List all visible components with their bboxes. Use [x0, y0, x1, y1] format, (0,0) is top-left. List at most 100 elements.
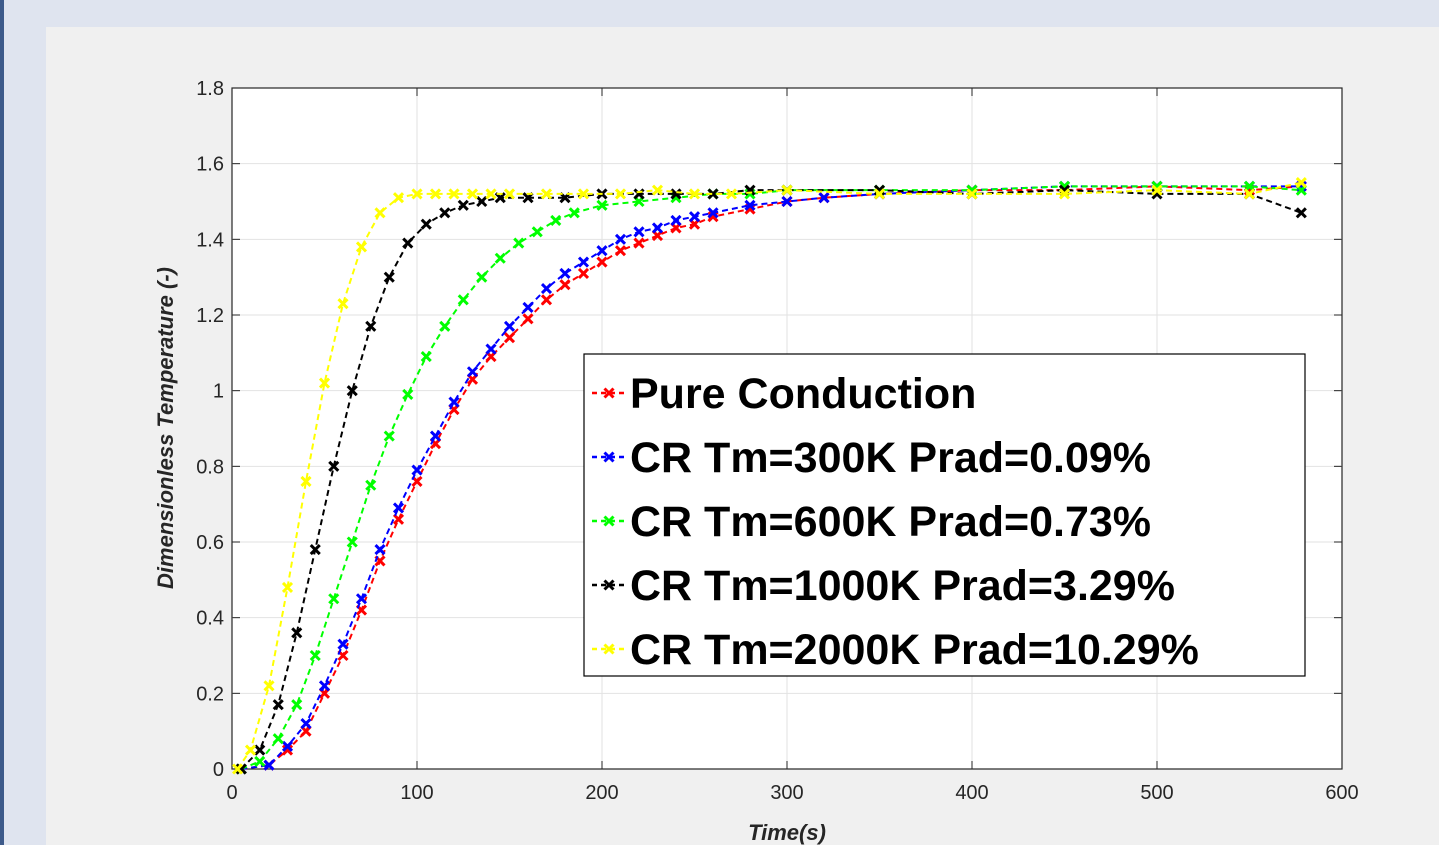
data-point	[513, 237, 525, 249]
data-point	[577, 188, 590, 200]
data-point	[466, 366, 479, 378]
data-point	[254, 755, 266, 767]
figure-canvas: 0 100 200 300 400 500 600 0 0.2 0.4 0.6 0.8 1 1.2 1.4 1…	[46, 27, 1439, 845]
data-point	[1295, 177, 1307, 189]
y-axis-label: Dimensionless Temperature (-)	[153, 267, 178, 589]
legend-marker	[603, 515, 615, 527]
data-point	[272, 699, 284, 711]
data-point	[420, 218, 432, 230]
data-point	[781, 195, 793, 208]
data-point	[281, 744, 294, 756]
data-point	[614, 245, 627, 257]
data-point	[1243, 188, 1256, 200]
data-point	[577, 256, 590, 268]
data-point	[429, 188, 442, 200]
data-point	[235, 763, 247, 775]
data-point	[707, 207, 719, 219]
data-series	[231, 177, 1307, 775]
data-point	[346, 385, 358, 397]
y-tick-label: 1	[213, 381, 224, 403]
legend-box	[583, 353, 1306, 677]
data-point	[540, 188, 553, 200]
legend-label: CR Tm=2000K Prad=10.29%	[630, 626, 1199, 674]
y-tick-label: 0.8	[196, 456, 224, 478]
data-point	[281, 581, 294, 593]
window-border	[0, 0, 4, 845]
data-point	[231, 763, 244, 775]
data-point	[291, 699, 303, 711]
data-point	[263, 680, 275, 692]
data-point	[420, 351, 432, 363]
y-tick-label: 0	[213, 759, 224, 781]
data-point	[531, 226, 543, 238]
data-point	[596, 199, 608, 211]
legend-marker	[603, 387, 615, 399]
data-point	[392, 513, 405, 525]
data-point	[725, 188, 738, 200]
data-point	[744, 199, 756, 211]
data-point	[254, 744, 266, 756]
legend-marker	[603, 643, 615, 655]
data-point	[448, 188, 460, 200]
data-point	[818, 192, 830, 204]
legend-marker	[603, 579, 615, 591]
data-point	[503, 320, 516, 332]
data-point	[707, 211, 719, 223]
data-point	[337, 638, 349, 650]
x-tick-label: 300	[770, 782, 803, 804]
data-point	[781, 184, 793, 196]
data-point	[485, 188, 497, 200]
x-tick-label: 600	[1325, 782, 1358, 804]
data-point	[457, 294, 469, 306]
y-tick-label: 0.4	[196, 608, 224, 630]
data-point	[466, 188, 479, 200]
data-point	[670, 214, 682, 226]
data-point	[707, 188, 719, 200]
legend-label: CR Tm=1000K Prad=3.29%	[630, 562, 1175, 610]
data-point	[328, 593, 340, 605]
data-point	[966, 188, 978, 200]
data-point	[522, 313, 534, 325]
series-line	[241, 185, 1302, 770]
y-tick-label: 0.2	[196, 683, 224, 705]
data-point	[1058, 188, 1071, 200]
data-point	[540, 294, 553, 306]
data-point	[383, 271, 395, 283]
data-point	[503, 332, 516, 344]
data-point	[365, 320, 377, 332]
data-point	[300, 718, 312, 730]
data-point	[355, 241, 368, 253]
data-point	[309, 649, 321, 662]
data-point	[485, 343, 497, 355]
data-point	[1151, 184, 1163, 196]
data-point	[328, 460, 340, 472]
data-point	[392, 502, 405, 514]
x-tick-label: 100	[400, 782, 433, 804]
legend-label: Pure Conduction	[630, 370, 976, 418]
x-tick-label: 0	[226, 782, 237, 804]
legend-marker	[603, 451, 615, 463]
data-point	[596, 245, 608, 257]
data-point	[596, 256, 608, 268]
y-tick-label: 1.8	[196, 78, 224, 100]
data-point	[476, 195, 488, 208]
data-point	[522, 301, 534, 313]
x-axis-label: Time(s)	[748, 820, 826, 845]
data-point	[244, 744, 257, 756]
data-point	[374, 544, 386, 556]
x-tick-label: 400	[955, 782, 988, 804]
data-point	[568, 207, 580, 219]
data-point	[633, 237, 645, 249]
y-tick-label: 0.6	[196, 532, 224, 554]
data-point	[873, 188, 886, 200]
data-point	[318, 377, 331, 389]
data-point	[318, 680, 331, 692]
data-point	[448, 396, 460, 408]
data-point	[291, 627, 303, 639]
data-point	[263, 759, 275, 771]
data-point	[281, 740, 294, 752]
data-point	[1295, 207, 1307, 219]
legend: Pure Conduction CR Tm=300K Prad=0.09% CR T…	[583, 353, 1306, 677]
data-point	[429, 430, 442, 442]
